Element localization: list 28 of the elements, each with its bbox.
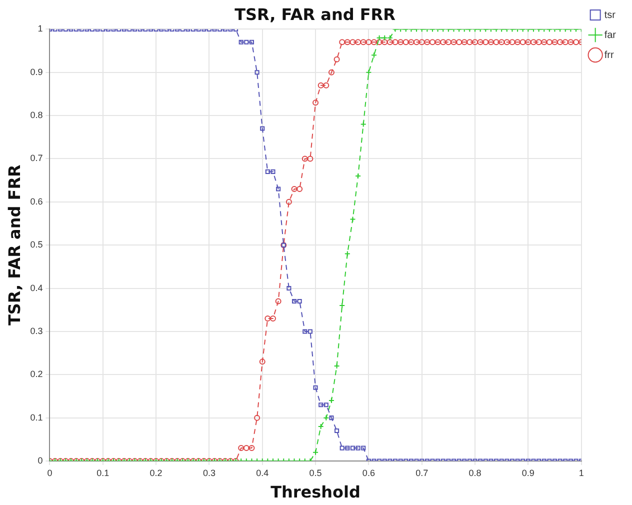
y-tick-label: 0.2 (30, 369, 43, 380)
x-tick-label: 0.3 (202, 468, 216, 478)
y-tick-label: 0.8 (30, 110, 43, 120)
y-tick-label: 0.9 (30, 66, 43, 77)
x-tick-label: 0 (47, 468, 52, 478)
y-tick-label: 1 (38, 24, 43, 34)
legend-label: tsr (604, 10, 616, 21)
x-tick-label: 0.1 (96, 468, 110, 478)
y-tick-label: 0.7 (30, 153, 43, 164)
x-tick-label: 0.5 (309, 468, 322, 478)
chart-title: TSR, FAR and FRR (234, 4, 396, 24)
y-tick-label: 0.1 (30, 412, 43, 422)
x-tick-label: 0.8 (468, 468, 482, 478)
x-tick-label: 0.7 (416, 468, 428, 478)
legend-label: far (604, 30, 617, 41)
x-tick-label: 0.2 (150, 468, 162, 478)
x-tick-label: 1 (578, 468, 584, 478)
y-tick-label: 0 (38, 455, 43, 466)
x-tick-label: 0.9 (522, 468, 534, 478)
x-axis-title: Threshold (270, 482, 360, 502)
legend-label: frr (604, 50, 614, 61)
y-axis-title: TSR, FAR and FRR (4, 164, 24, 326)
y-tick-label: 0.5 (30, 240, 43, 250)
y-tick-label: 0.3 (30, 326, 43, 336)
y-tick-label: 0.6 (30, 196, 43, 206)
y-tick-label: 0.4 (30, 282, 43, 293)
x-tick-label: 0.6 (362, 468, 375, 478)
x-tick-label: 0.4 (256, 468, 269, 478)
